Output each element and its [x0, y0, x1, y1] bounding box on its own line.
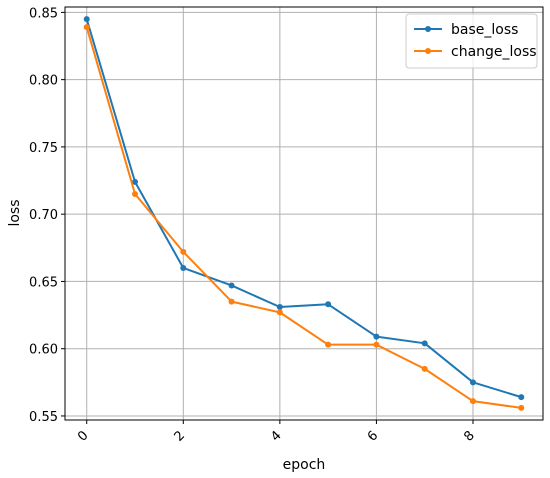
y-axis-label: loss — [7, 199, 23, 226]
data-point-change-loss — [421, 365, 428, 372]
x-tick-label: 2 — [172, 428, 188, 444]
y-tick-label: 0.80 — [29, 74, 58, 89]
data-point-change-loss — [132, 190, 139, 197]
data-point-change-loss — [518, 404, 525, 411]
y-tick-label: 0.75 — [29, 141, 58, 156]
data-point-base-loss — [325, 301, 332, 308]
series-base-loss — [83, 16, 525, 401]
data-point-base-loss — [180, 264, 187, 271]
data-point-base-loss — [421, 340, 428, 347]
data-point-base-loss — [132, 178, 139, 185]
data-point-base-loss — [373, 333, 380, 340]
series-change-loss — [83, 24, 525, 411]
legend-marker-change-loss — [425, 48, 431, 54]
legend-label-change-loss: change_loss — [451, 44, 537, 60]
data-point-change-loss — [276, 309, 283, 316]
data-point-base-loss — [276, 303, 283, 310]
data-point-change-loss — [325, 341, 332, 348]
plot-frame — [64, 6, 544, 421]
data-point-base-loss — [83, 16, 90, 23]
plot-area — [65, 7, 543, 420]
y-tick-label: 0.65 — [29, 275, 58, 290]
grid — [65, 7, 543, 420]
x-tick-label: 6 — [365, 428, 381, 444]
series-line-base-loss — [85, 18, 522, 399]
legend-box — [405, 13, 538, 69]
y-tick-label: 0.55 — [29, 410, 58, 425]
y-tick-label: 0.60 — [29, 343, 58, 358]
x-tick-label: 8 — [461, 428, 477, 444]
x-axis-label: epoch — [283, 457, 326, 473]
data-point-base-loss — [469, 379, 476, 386]
x-tick-label: 0 — [75, 428, 91, 444]
legend-marker-base-loss — [425, 26, 431, 32]
data-point-change-loss — [180, 248, 187, 255]
series-line-change-loss — [85, 26, 522, 409]
data-point-change-loss — [83, 24, 90, 31]
x-tick-label: 4 — [268, 428, 284, 444]
data-point-change-loss — [373, 341, 380, 348]
data-point-base-loss — [518, 394, 525, 401]
y-tick-label: 0.85 — [29, 6, 58, 21]
data-point-change-loss — [469, 398, 476, 405]
legend-label-base-loss: base_loss — [451, 22, 518, 38]
series-group — [83, 16, 525, 411]
data-point-change-loss — [228, 298, 235, 305]
legend: base_loss change_loss — [405, 13, 538, 69]
data-point-base-loss — [228, 282, 235, 289]
y-tick-label: 0.70 — [29, 208, 58, 223]
